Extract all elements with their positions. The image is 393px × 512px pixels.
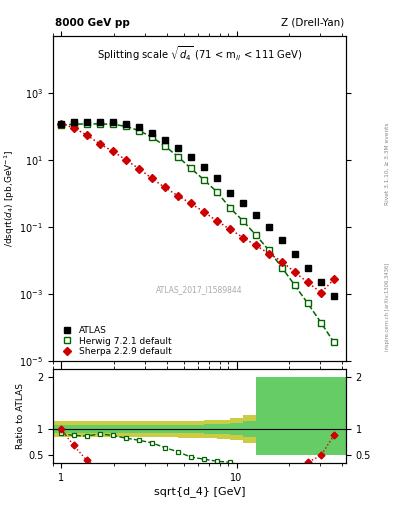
Sherpa 2.2.9 default bbox=[110, 148, 115, 154]
ATLAS bbox=[189, 154, 193, 160]
Sherpa 2.2.9 default bbox=[162, 184, 167, 190]
Herwig 7.2.1 default bbox=[305, 301, 310, 307]
Sherpa 2.2.9 default bbox=[280, 259, 285, 265]
Sherpa 2.2.9 default bbox=[97, 141, 102, 147]
Herwig 7.2.1 default bbox=[292, 282, 297, 288]
Text: Z (Drell-Yan): Z (Drell-Yan) bbox=[281, 18, 344, 28]
Line: Herwig 7.2.1 default: Herwig 7.2.1 default bbox=[58, 121, 337, 346]
ATLAS bbox=[97, 119, 102, 125]
ATLAS bbox=[72, 119, 76, 125]
Herwig 7.2.1 default bbox=[228, 205, 232, 211]
Text: ATLAS_2017_I1589844: ATLAS_2017_I1589844 bbox=[156, 285, 243, 294]
Sherpa 2.2.9 default bbox=[136, 165, 141, 172]
Herwig 7.2.1 default bbox=[253, 232, 258, 238]
Herwig 7.2.1 default bbox=[59, 122, 63, 128]
Herwig 7.2.1 default bbox=[280, 265, 285, 271]
Herwig 7.2.1 default bbox=[189, 165, 193, 172]
Sherpa 2.2.9 default bbox=[241, 234, 246, 241]
ATLAS bbox=[280, 237, 285, 243]
Herwig 7.2.1 default bbox=[332, 339, 336, 346]
Herwig 7.2.1 default bbox=[123, 123, 128, 130]
Text: Splitting scale $\sqrt{d_4}$ (71 < m$_{ll}$ < 111 GeV): Splitting scale $\sqrt{d_4}$ (71 < m$_{l… bbox=[97, 44, 302, 63]
ATLAS bbox=[215, 175, 219, 181]
Sherpa 2.2.9 default bbox=[332, 276, 336, 283]
Sherpa 2.2.9 default bbox=[149, 175, 154, 181]
Sherpa 2.2.9 default bbox=[215, 218, 219, 224]
Sherpa 2.2.9 default bbox=[72, 125, 76, 131]
Legend: ATLAS, Herwig 7.2.1 default, Sherpa 2.2.9 default: ATLAS, Herwig 7.2.1 default, Sherpa 2.2.… bbox=[57, 326, 172, 356]
Sherpa 2.2.9 default bbox=[189, 200, 193, 206]
Sherpa 2.2.9 default bbox=[123, 157, 128, 163]
Sherpa 2.2.9 default bbox=[266, 250, 271, 257]
Sherpa 2.2.9 default bbox=[176, 193, 180, 199]
ATLAS bbox=[84, 119, 89, 125]
Herwig 7.2.1 default bbox=[72, 121, 76, 127]
ATLAS bbox=[305, 265, 310, 271]
Herwig 7.2.1 default bbox=[149, 134, 154, 140]
Herwig 7.2.1 default bbox=[202, 177, 206, 183]
ATLAS bbox=[253, 212, 258, 219]
Herwig 7.2.1 default bbox=[84, 121, 89, 127]
Text: Rivet 3.1.10, ≥ 3.3M events: Rivet 3.1.10, ≥ 3.3M events bbox=[385, 122, 390, 205]
Sherpa 2.2.9 default bbox=[319, 289, 323, 295]
Line: ATLAS: ATLAS bbox=[58, 118, 337, 300]
ATLAS bbox=[136, 124, 141, 130]
Y-axis label: d$\sigma$
/dsqrt($d_4$) [pb,GeV$^{-1}$]: d$\sigma$ /dsqrt($d_4$) [pb,GeV$^{-1}$] bbox=[0, 150, 17, 247]
ATLAS bbox=[59, 121, 63, 127]
Herwig 7.2.1 default bbox=[266, 247, 271, 253]
ATLAS bbox=[176, 145, 180, 152]
Herwig 7.2.1 default bbox=[97, 121, 102, 127]
Herwig 7.2.1 default bbox=[162, 143, 167, 149]
Herwig 7.2.1 default bbox=[136, 127, 141, 134]
Herwig 7.2.1 default bbox=[176, 154, 180, 160]
ATLAS bbox=[202, 164, 206, 170]
ATLAS bbox=[319, 280, 323, 286]
ATLAS bbox=[110, 119, 115, 125]
ATLAS bbox=[241, 200, 246, 206]
Herwig 7.2.1 default bbox=[241, 218, 246, 224]
Sherpa 2.2.9 default bbox=[253, 242, 258, 248]
ATLAS bbox=[266, 224, 271, 230]
ATLAS bbox=[332, 293, 336, 300]
Sherpa 2.2.9 default bbox=[305, 280, 310, 286]
ATLAS bbox=[228, 190, 232, 197]
Y-axis label: Ratio to ATLAS: Ratio to ATLAS bbox=[16, 383, 25, 449]
Herwig 7.2.1 default bbox=[215, 189, 219, 195]
Sherpa 2.2.9 default bbox=[292, 269, 297, 275]
Sherpa 2.2.9 default bbox=[84, 132, 89, 138]
Sherpa 2.2.9 default bbox=[228, 226, 232, 232]
ATLAS bbox=[149, 130, 154, 136]
ATLAS bbox=[292, 250, 297, 257]
Sherpa 2.2.9 default bbox=[202, 209, 206, 215]
Herwig 7.2.1 default bbox=[110, 121, 115, 127]
ATLAS bbox=[123, 121, 128, 127]
Text: 8000 GeV pp: 8000 GeV pp bbox=[55, 18, 129, 28]
Herwig 7.2.1 default bbox=[319, 319, 323, 326]
Line: Sherpa 2.2.9 default: Sherpa 2.2.9 default bbox=[58, 121, 337, 295]
X-axis label: sqrt{d_4} [GeV]: sqrt{d_4} [GeV] bbox=[154, 486, 245, 497]
Text: inspire.cern.ch [arXiv:1306.3436]: inspire.cern.ch [arXiv:1306.3436] bbox=[385, 263, 390, 351]
ATLAS bbox=[162, 137, 167, 143]
Sherpa 2.2.9 default bbox=[59, 121, 63, 127]
